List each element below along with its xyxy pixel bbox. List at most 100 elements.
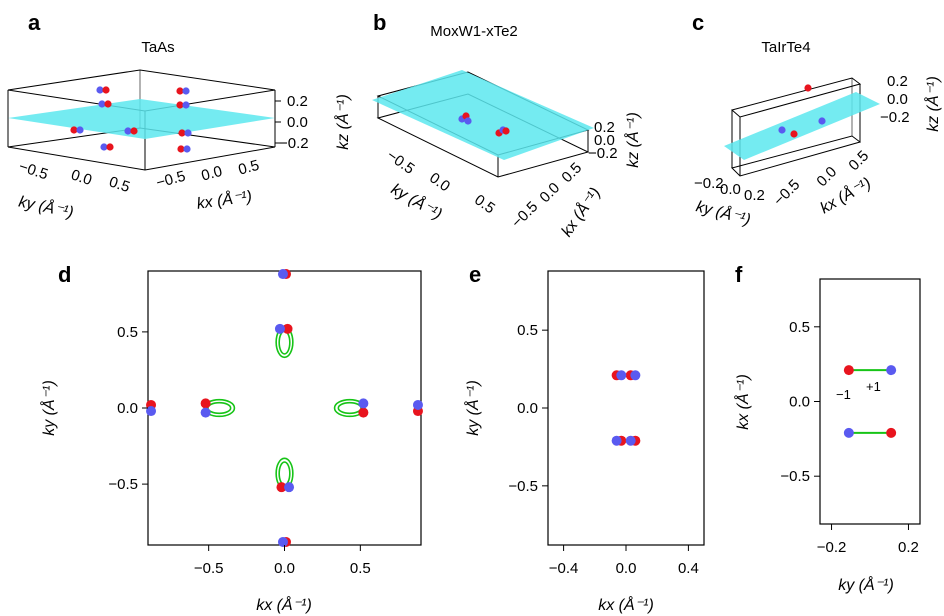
weyl-point-blue xyxy=(182,101,190,109)
panel-a-title: TaAs xyxy=(141,39,174,56)
weyl-point-red xyxy=(502,127,510,135)
weyl-point-red xyxy=(276,482,287,493)
weyl-point-blue xyxy=(184,129,192,137)
panel-d-points xyxy=(146,269,423,547)
panel-d-arcs xyxy=(203,326,366,490)
y-tick-label: 0.0 xyxy=(117,400,138,417)
weyl-point-blue xyxy=(630,370,641,381)
y-tick-label: 0.5 xyxy=(117,324,138,341)
y-tick-label: −0.5 xyxy=(108,476,138,493)
weyl-point-blue xyxy=(464,117,472,125)
weyl-point-blue xyxy=(778,126,786,134)
panel-c-kz-tick: 0.0 xyxy=(887,91,908,108)
panel-b: MoxW1-xTe2 0.2 0.0 −0.2 kz (Å⁻¹) −0.5 0.… xyxy=(372,23,642,240)
panel-label-f: f xyxy=(735,262,743,287)
panel-a-ky-tick: 0.0 xyxy=(69,166,94,189)
panel-e-frame xyxy=(547,270,705,546)
panel-d-y-label: ky (Å⁻¹) xyxy=(39,380,58,436)
weyl-point-red xyxy=(790,130,798,138)
panel-e: −0.4 0.0 0.4 −0.5 0.0 0.5 kx (Å⁻¹) ky (Å⁻¹) xyxy=(463,270,705,614)
weyl-point-blue xyxy=(183,145,191,153)
weyl-point-blue xyxy=(284,482,295,493)
weyl-point-red xyxy=(804,84,812,92)
panel-a-plane xyxy=(8,99,275,139)
panel-a-ky-label: ky (Å⁻¹) xyxy=(17,192,75,222)
weyl-point-blue xyxy=(886,365,897,376)
panel-a-kz-tick: −0.2 xyxy=(279,135,309,152)
y-tick-label: 0.5 xyxy=(517,322,538,339)
panel-c-kz-tick: −0.2 xyxy=(880,109,910,126)
panel-d: −0.5 0.0 0.5 −0.5 0.0 0.5 kx (Å⁻¹) ky (Å⁻¹) xyxy=(39,269,423,614)
panel-b-points xyxy=(458,112,510,137)
panel-a-ky-ticks: −0.5 0.0 0.5 xyxy=(17,158,132,196)
panel-b-kx-tick: −0.5 xyxy=(508,198,541,231)
weyl-point-blue xyxy=(277,536,288,547)
weyl-point-blue xyxy=(625,435,636,446)
weyl-point-red xyxy=(176,87,184,95)
weyl-point-blue xyxy=(100,143,108,151)
panel-c-kx-tick: 0.0 xyxy=(813,163,840,190)
weyl-point-red xyxy=(106,143,114,151)
panel-b-ky-tick: −0.5 xyxy=(384,147,418,178)
panel-a-kx-ticks: −0.5 0.0 0.5 xyxy=(154,157,261,192)
y-tick-label: 0.5 xyxy=(789,319,810,336)
weyl-point-red xyxy=(843,365,854,376)
panel-a-points xyxy=(70,86,192,153)
weyl-point-blue xyxy=(611,435,622,446)
panel-e-x-ticks: −0.4 0.0 0.4 xyxy=(549,545,699,577)
panel-f-lines xyxy=(848,369,892,434)
panel-b-kz-tick: 0.0 xyxy=(594,132,615,149)
panel-a-kx-tick: −0.5 xyxy=(154,168,187,192)
fermi-arc xyxy=(207,401,232,415)
weyl-point-red xyxy=(200,398,211,409)
panel-f-charge-neg: −1 xyxy=(836,387,851,402)
panel-c: TaIrTe4 0.2 0.0 −0.2 kz (Å⁻¹) −0.2 0.0 0… xyxy=(694,39,942,229)
weyl-point-blue xyxy=(412,399,423,410)
weyl-point-blue xyxy=(616,370,627,381)
panel-c-points xyxy=(778,84,826,138)
panel-d-x-label: kx (Å⁻¹) xyxy=(256,595,312,614)
panel-c-kz-label: kz (Å⁻¹) xyxy=(923,76,942,132)
panel-d-x-ticks: −0.5 0.0 0.5 xyxy=(194,545,371,577)
panel-b-kz-label: kz (Å⁻¹) xyxy=(623,112,642,168)
weyl-point-red xyxy=(70,126,78,134)
panel-b-kz-ticks: 0.2 0.0 −0.2 xyxy=(588,119,618,162)
panel-label-e: e xyxy=(469,262,481,287)
x-tick-label: 0.4 xyxy=(678,560,699,577)
weyl-point-blue xyxy=(182,87,190,95)
panel-b-kx-tick: 0.0 xyxy=(536,179,563,206)
panel-f-x-label: ky (Å⁻¹) xyxy=(838,575,894,594)
panel-c-kz-ticks: 0.2 0.0 −0.2 xyxy=(880,73,910,126)
panel-label-c: c xyxy=(692,10,704,35)
panel-a-kx-tick: 0.0 xyxy=(200,163,225,185)
x-tick-label: 0.0 xyxy=(616,560,637,577)
panel-label-d: d xyxy=(58,262,71,287)
y-tick-label: 0.0 xyxy=(789,394,810,411)
weyl-point-blue xyxy=(274,323,285,334)
panel-a-kz-ticks: 0.2 0.0 −0.2 xyxy=(275,93,309,152)
fermi-arc xyxy=(278,461,291,486)
panel-c-kz-tick: 0.2 xyxy=(887,73,908,90)
panel-b-ky-tick: 0.5 xyxy=(471,191,498,217)
panel-b-ky-tick: 0.0 xyxy=(426,169,453,195)
weyl-point-blue xyxy=(98,100,106,108)
weyl-point-blue xyxy=(124,127,132,135)
panel-a-ky-tick: 0.5 xyxy=(107,173,132,196)
weyl-point-red xyxy=(282,323,293,334)
panel-c-title: TaIrTe4 xyxy=(761,39,810,56)
panel-f-y-label: kx (Å⁻¹) xyxy=(733,374,752,430)
x-tick-label: 0.5 xyxy=(350,560,371,577)
panel-c-ky-tick: 0.0 xyxy=(720,181,741,198)
x-tick-label: 0.2 xyxy=(898,539,919,556)
panel-c-ky-tick: −0.2 xyxy=(694,175,724,192)
panel-a-ky-tick: −0.5 xyxy=(17,158,50,183)
weyl-point-red xyxy=(102,86,110,94)
panel-d-frame xyxy=(147,270,422,546)
panel-a-kx-tick: 0.5 xyxy=(237,157,262,179)
panel-f-frame xyxy=(819,278,921,525)
panel-label-a: a xyxy=(28,10,41,35)
panel-f-x-ticks: −0.2 0.2 xyxy=(817,524,919,556)
panel-d-y-ticks: −0.5 0.0 0.5 xyxy=(108,324,148,493)
panel-c-ky-tick: 0.2 xyxy=(744,187,765,204)
weyl-point-red xyxy=(130,127,138,135)
